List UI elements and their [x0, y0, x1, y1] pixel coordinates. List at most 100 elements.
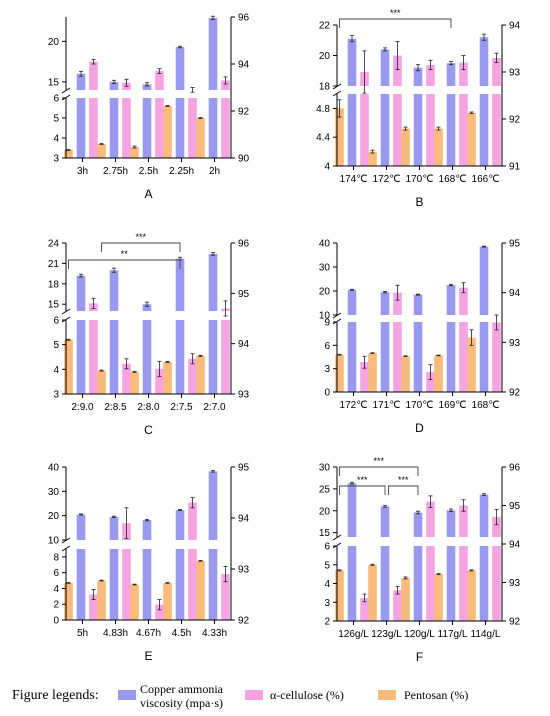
axis-break-gap — [75, 90, 87, 98]
chart-panel-b: 4 4.4 4.8 18 20 22 91 92 93 94 174℃ 172℃ 170℃ 168℃ 166… — [316, 8, 520, 209]
left-tick-label: 25 — [319, 484, 331, 495]
panel-label: F — [416, 650, 423, 664]
right-tick-label: 93 — [509, 578, 521, 589]
significance-label: *** — [398, 475, 409, 485]
bar-cellulose — [155, 368, 164, 394]
left-tick-label: 40 — [319, 239, 331, 250]
x-tick-label: 168℃ — [439, 174, 467, 185]
legend-label-viscosity-line2: viscosity (mpa·s) — [140, 696, 223, 710]
left-tick-label: 10 — [319, 311, 331, 322]
left-tick-label: 30 — [319, 463, 331, 474]
axis-break-gap — [88, 90, 99, 98]
bar-cellulose — [221, 574, 230, 620]
x-tick-label: 2.75h — [103, 166, 128, 177]
bar-cellulose — [155, 71, 164, 158]
significance-label: *** — [135, 232, 146, 242]
bar-cellulose — [393, 590, 402, 621]
right-tick-label: 94 — [238, 514, 250, 525]
panel-label: D — [415, 421, 424, 435]
axis-break-gap — [478, 537, 490, 546]
axis-break-gap — [346, 315, 358, 322]
bar-cellulose — [188, 502, 197, 620]
x-tick-label: 2:9.0 — [71, 402, 94, 413]
left-tick-label: 18 — [48, 279, 60, 290]
axis-break-gap — [108, 540, 120, 549]
bar-cellulose — [188, 358, 197, 394]
left-tick-label: 6 — [324, 341, 330, 352]
axis-break-gap — [108, 90, 120, 98]
panel-label: C — [144, 423, 153, 437]
bar-viscosity — [208, 17, 218, 158]
axis-break-gap — [207, 90, 219, 98]
bar-viscosity — [446, 63, 456, 166]
bar-pentosan — [196, 560, 205, 620]
x-tick-label: 4.33h — [202, 628, 227, 639]
right-tick-label: 95 — [509, 239, 521, 250]
left-tick-label: 3 — [324, 598, 330, 609]
x-tick-label: 126g/L — [338, 629, 369, 640]
bar-pentosan — [64, 339, 73, 394]
x-tick-label: 2.5h — [139, 166, 158, 177]
legend-label-cellulose: α-cellulose (%) — [270, 688, 344, 702]
right-tick-label: 93 — [509, 68, 521, 79]
bar-pentosan — [368, 353, 377, 392]
right-tick-label: 96 — [238, 239, 250, 250]
axis-break-gap — [207, 540, 219, 549]
bar-pentosan — [401, 128, 410, 166]
left-tick-label: 0 — [53, 616, 59, 627]
x-tick-label: 169℃ — [439, 400, 467, 411]
right-tick-label: 92 — [509, 115, 521, 126]
left-tick-label: 6 — [53, 316, 59, 327]
axis-break-gap — [187, 90, 198, 98]
axis-break-gap — [141, 90, 153, 98]
left-tick-label: 15 — [48, 77, 60, 88]
axis-break-gap — [141, 311, 153, 320]
axis-break-gap — [478, 315, 490, 322]
right-tick-label: 92 — [509, 388, 521, 399]
right-tick-label: 92 — [509, 617, 521, 628]
bar-pentosan — [335, 354, 344, 392]
significance-bracket — [101, 242, 181, 252]
bar-pentosan — [401, 356, 410, 392]
bar-pentosan — [434, 355, 443, 392]
axis-break-gap — [478, 86, 490, 94]
significance-label: *** — [390, 8, 401, 18]
bar-cellulose — [122, 523, 131, 620]
right-tick-label: 94 — [238, 339, 250, 350]
legend-label-viscosity-line1: Copper ammonia — [140, 682, 223, 696]
left-tick-label: 5 — [53, 114, 59, 125]
axis-break-gap — [379, 86, 391, 94]
bar-pentosan — [196, 355, 205, 394]
axis-break-gap — [392, 86, 403, 94]
left-tick-label: 4 — [53, 365, 59, 376]
left-tick-label: 20 — [319, 506, 331, 517]
left-tick-label: 21 — [48, 259, 60, 270]
bar-pentosan — [130, 147, 139, 158]
left-tick-label: 20 — [48, 511, 60, 522]
right-tick-label: 91 — [509, 162, 521, 173]
axis-break-gap — [121, 540, 132, 549]
axis-break-mark — [332, 534, 342, 541]
bar-pentosan — [97, 370, 106, 394]
bar-viscosity — [380, 506, 390, 621]
bar-cellulose — [360, 597, 369, 621]
bar-cellulose — [360, 72, 369, 166]
bar-pentosan — [335, 108, 344, 166]
x-tick-label: 171℃ — [373, 400, 401, 411]
x-tick-label: 120g/L — [404, 629, 435, 640]
bar-cellulose — [155, 604, 164, 620]
bar-viscosity — [413, 294, 423, 392]
bar-viscosity — [76, 275, 86, 394]
bar-cellulose — [221, 80, 230, 158]
x-tick-label: 123g/L — [371, 629, 402, 640]
bar-cellulose — [89, 303, 98, 394]
legend-swatch-cellulose — [245, 690, 263, 700]
left-tick-label: 15 — [48, 300, 60, 311]
axis-break-mark — [61, 87, 71, 94]
left-tick-label: 9 — [324, 318, 330, 329]
bar-cellulose — [122, 363, 131, 394]
bar-viscosity — [347, 483, 357, 621]
left-tick-label: 4 — [324, 162, 330, 173]
x-tick-label: 4.83h — [103, 628, 128, 639]
